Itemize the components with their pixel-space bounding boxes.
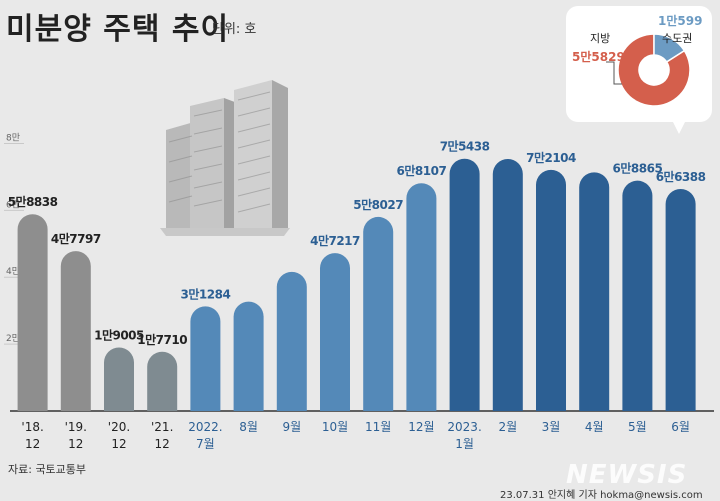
chart-title: 미분양 주택 추이 (6, 12, 230, 47)
x-tick-label-2-0: '20. (108, 420, 130, 434)
pie-slice-0 (617, 33, 691, 107)
x-tick-label-9-0: 12월 (408, 420, 434, 434)
panel-pointer (672, 120, 686, 134)
y-tick-label-3: 8만 (6, 132, 20, 143)
x-tick-label-4-1: 7월 (196, 437, 215, 451)
bar-value-label-10: 7만5438 (440, 139, 490, 154)
unit-label: 단위: 호 (212, 22, 257, 37)
x-tick-label-0-1: 12 (25, 437, 40, 451)
x-tick-label-5-0: 8월 (239, 420, 258, 434)
bar-11 (492, 158, 523, 411)
x-tick-label-3-0: '21. (151, 420, 173, 434)
bar-value-label-1: 4만7797 (51, 231, 101, 246)
bar-value-label-14: 6만8865 (613, 161, 663, 176)
pie-value-capital: 1만599 (658, 14, 703, 28)
x-tick-label-13-0: 4월 (585, 420, 604, 434)
bar-value-label-4: 3만1284 (181, 286, 231, 301)
y-tick-label-0: 2만 (6, 333, 20, 344)
bar-7 (320, 253, 350, 411)
x-tick-label-8-0: 11월 (365, 420, 391, 434)
x-tick-label-3-1: 12 (155, 437, 170, 451)
bar-value-label-3: 1만7710 (137, 332, 187, 347)
bar-0 (17, 214, 48, 411)
bar-12 (536, 169, 566, 411)
bar-1 (60, 251, 91, 411)
bar-10 (449, 158, 480, 411)
bar-value-label-0: 5만8838 (8, 194, 58, 209)
bar-value-label-2: 1만9005 (94, 327, 144, 342)
x-tick-label-10-0: 2023. (447, 420, 481, 434)
x-tick-label-1-1: 12 (68, 437, 83, 451)
bar-value-label-8: 5만8027 (353, 197, 403, 212)
bar-14 (622, 180, 653, 411)
pie-leader-line (606, 61, 622, 85)
x-tick-label-1-0: '19. (65, 420, 87, 434)
apartment-building-icon (160, 80, 290, 236)
bar-value-label-7: 4만7217 (310, 233, 360, 248)
bar-2 (104, 347, 134, 411)
x-tick-label-4-0: 2022. (188, 420, 222, 434)
x-tick-label-14-0: 5월 (628, 420, 647, 434)
credit-line: 23.07.31 안지혜 기자 hokma@newsis.com (500, 490, 703, 501)
y-tick-label-2: 6만 (6, 199, 20, 210)
x-tick-label-11-0: 2월 (498, 420, 517, 434)
x-tick-label-0-0: '18. (21, 420, 43, 434)
watermark-logo: NEWSIS (566, 460, 688, 490)
bar-13 (579, 172, 610, 411)
x-tick-label-7-0: 10월 (322, 420, 348, 434)
bar-3 (147, 351, 178, 411)
bar-6 (276, 271, 307, 411)
pie-name-capital: 수도권 (662, 32, 693, 45)
bar-value-label-12: 7만2104 (526, 150, 576, 165)
bar-5 (233, 301, 264, 411)
bar-15 (665, 188, 696, 411)
x-tick-label-15-0: 6월 (671, 420, 690, 434)
source-note: 자료: 국토교통부 (8, 463, 87, 476)
bar-4 (190, 306, 221, 411)
x-tick-label-2-1: 12 (111, 437, 126, 451)
pie-slice-1 (653, 33, 686, 63)
x-tick-label-10-1: 1월 (455, 437, 474, 451)
pie-value-local: 5만5829 (572, 50, 625, 64)
bar-9 (406, 183, 437, 411)
x-tick-label-6-0: 9월 (282, 420, 301, 434)
regional-pie-chart (606, 33, 691, 107)
bar-value-label-15: 6만6388 (656, 169, 706, 184)
bar-value-label-9: 6만8107 (397, 163, 447, 178)
pie-name-local: 지방 (590, 32, 611, 45)
y-tick-label-1: 4만 (6, 266, 20, 277)
x-tick-label-12-0: 3월 (542, 420, 561, 434)
bar-8 (363, 216, 394, 411)
